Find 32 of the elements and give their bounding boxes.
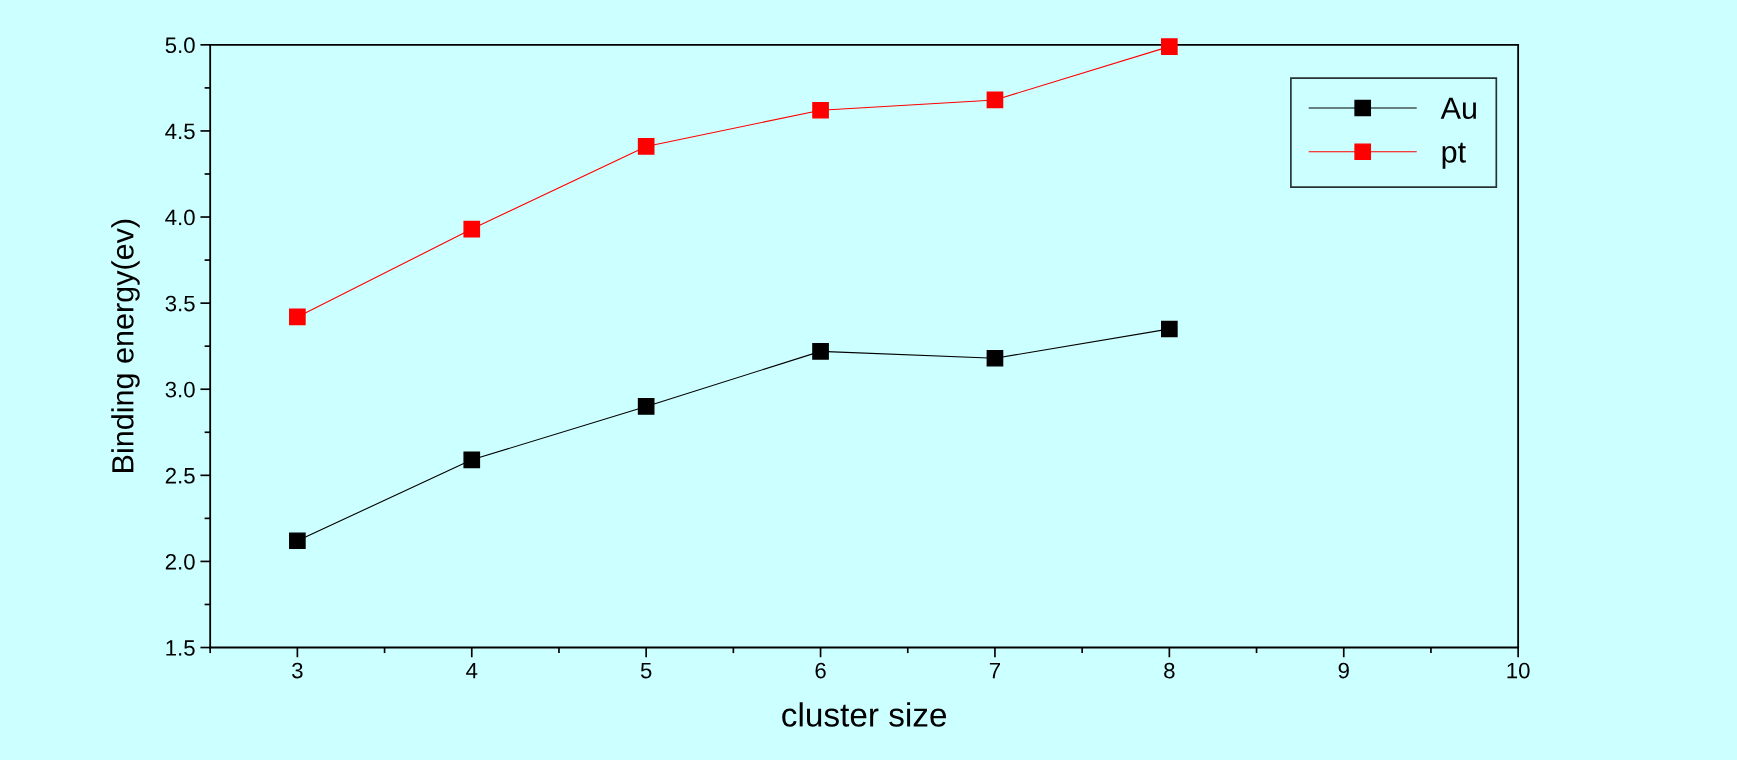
x-tick-label: 7 [989,662,1001,679]
x-tick-label: 6 [815,662,826,679]
y-tick-label: 4.0 [165,209,195,226]
x-tick-label: 4 [466,662,478,679]
point [637,398,655,415]
point [812,101,829,119]
point [1161,320,1178,338]
y-tick-label: 3.0 [165,381,195,398]
point [986,91,1004,109]
point [1161,38,1178,55]
point [463,451,481,469]
point [986,349,1004,367]
y-tick-label: 2.5 [165,467,195,484]
x-axis-title: cluster size [782,702,947,727]
y-tick-label: 4.5 [165,123,195,140]
y-tick-label: 2.0 [165,553,195,570]
y-tick-label: 1.5 [166,640,195,656]
x-tick-label: 3 [292,662,303,679]
point [289,308,306,326]
x-tick-label: 8 [1164,662,1175,679]
point [289,532,306,550]
x-tick-label: 5 [640,662,652,679]
point [463,220,481,238]
y-tick-label: 3.5 [165,295,195,312]
point [637,138,655,155]
y-tick-label: 5.0 [165,37,195,54]
x-tick-label: 10 [1507,662,1530,679]
y-axis-title: Binding energy(ev) [111,219,140,472]
legend-label: Au [1440,97,1476,119]
point [812,343,829,360]
x-tick-label: 9 [1338,662,1349,679]
legend-label: pt [1442,142,1466,169]
